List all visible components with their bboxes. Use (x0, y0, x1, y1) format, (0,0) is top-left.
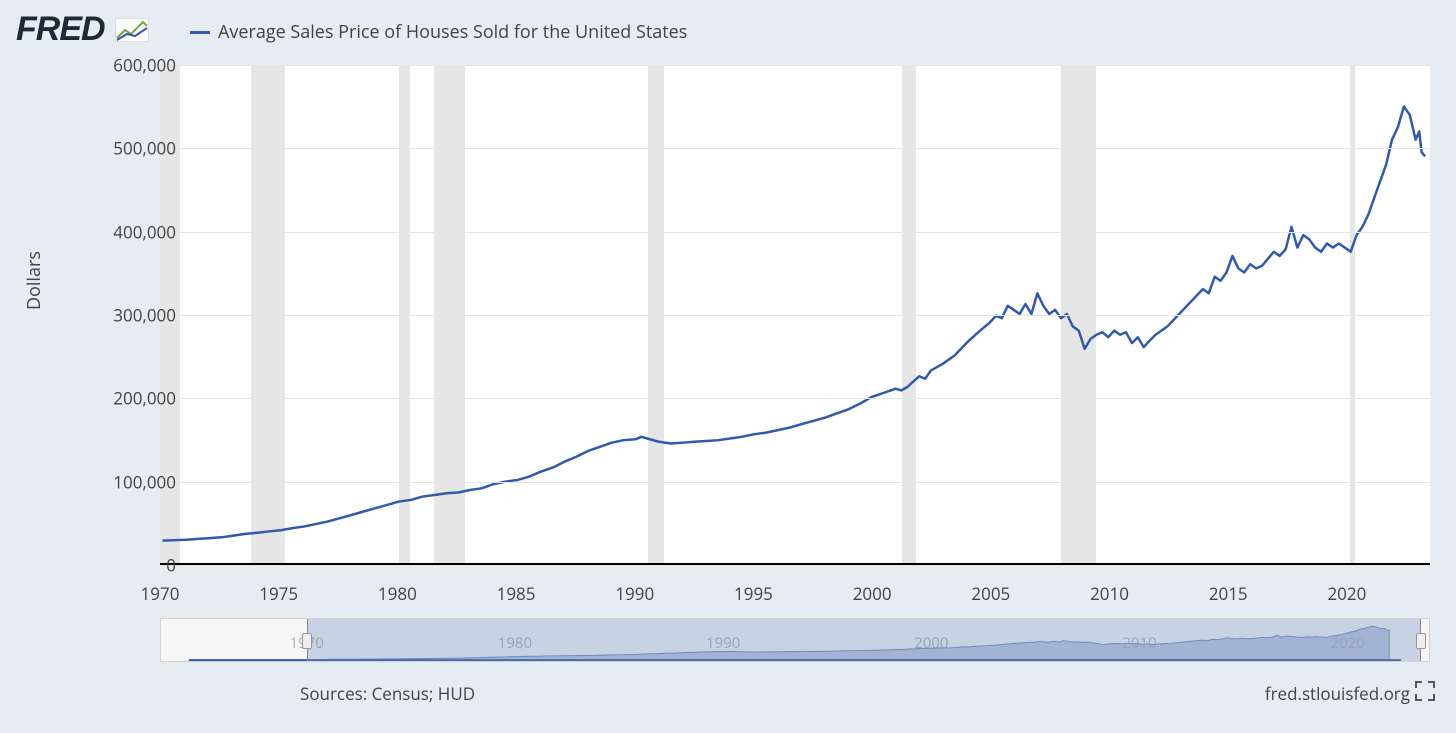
navigator-selection[interactable] (307, 619, 1421, 661)
x-tick-label: 2000 (853, 582, 892, 605)
x-tick-label: 1975 (259, 582, 298, 605)
y-tick-label: 100,000 (96, 470, 176, 493)
y-tick-label: 500,000 (96, 137, 176, 160)
fullscreen-icon (1414, 680, 1436, 702)
chart-footer: Sources: Census; HUD fred.stlouisfed.org (300, 682, 1410, 705)
x-tick-label: 1990 (615, 582, 654, 605)
grid-line (160, 232, 1430, 233)
sources-text: Sources: Census; HUD (300, 682, 475, 705)
chart-plot[interactable] (160, 55, 1430, 575)
y-tick-label: 400,000 (96, 220, 176, 243)
y-tick-label: 0 (96, 554, 176, 577)
line-series (160, 65, 1430, 563)
chart-mini-icon (115, 18, 149, 42)
grid-line (160, 148, 1430, 149)
x-tick-label: 1985 (497, 582, 536, 605)
navigator-handle-right[interactable] (1416, 633, 1426, 649)
grid-line (160, 565, 1430, 566)
grid-line (160, 482, 1430, 483)
x-tick-label: 2005 (971, 582, 1010, 605)
grid-line (160, 315, 1430, 316)
y-tick-label: 600,000 (96, 54, 176, 77)
x-tick-label: 1995 (734, 582, 773, 605)
x-tick-label: 2010 (1090, 582, 1129, 605)
x-tick-label: 2015 (1209, 582, 1248, 605)
y-axis-label: Dollars (22, 251, 46, 310)
grid-line (160, 398, 1430, 399)
time-navigator[interactable]: 197019801990200020102020 (160, 618, 1430, 662)
y-tick-label: 300,000 (96, 304, 176, 327)
legend-swatch (190, 31, 210, 34)
fred-logo: FRED (16, 10, 105, 49)
navigator-handle-left[interactable] (302, 633, 312, 649)
site-text: fred.stlouisfed.org (1265, 682, 1410, 705)
legend-label: Average Sales Price of Houses Sold for t… (218, 20, 687, 44)
x-tick-label: 2020 (1327, 582, 1366, 605)
fullscreen-button[interactable] (1414, 680, 1436, 702)
x-tick-label: 1980 (378, 582, 417, 605)
y-tick-label: 200,000 (96, 387, 176, 410)
grid-line (160, 65, 1430, 66)
chart-legend: Average Sales Price of Houses Sold for t… (190, 20, 687, 44)
x-tick-label: 1970 (141, 582, 180, 605)
plot-area[interactable] (160, 65, 1430, 565)
